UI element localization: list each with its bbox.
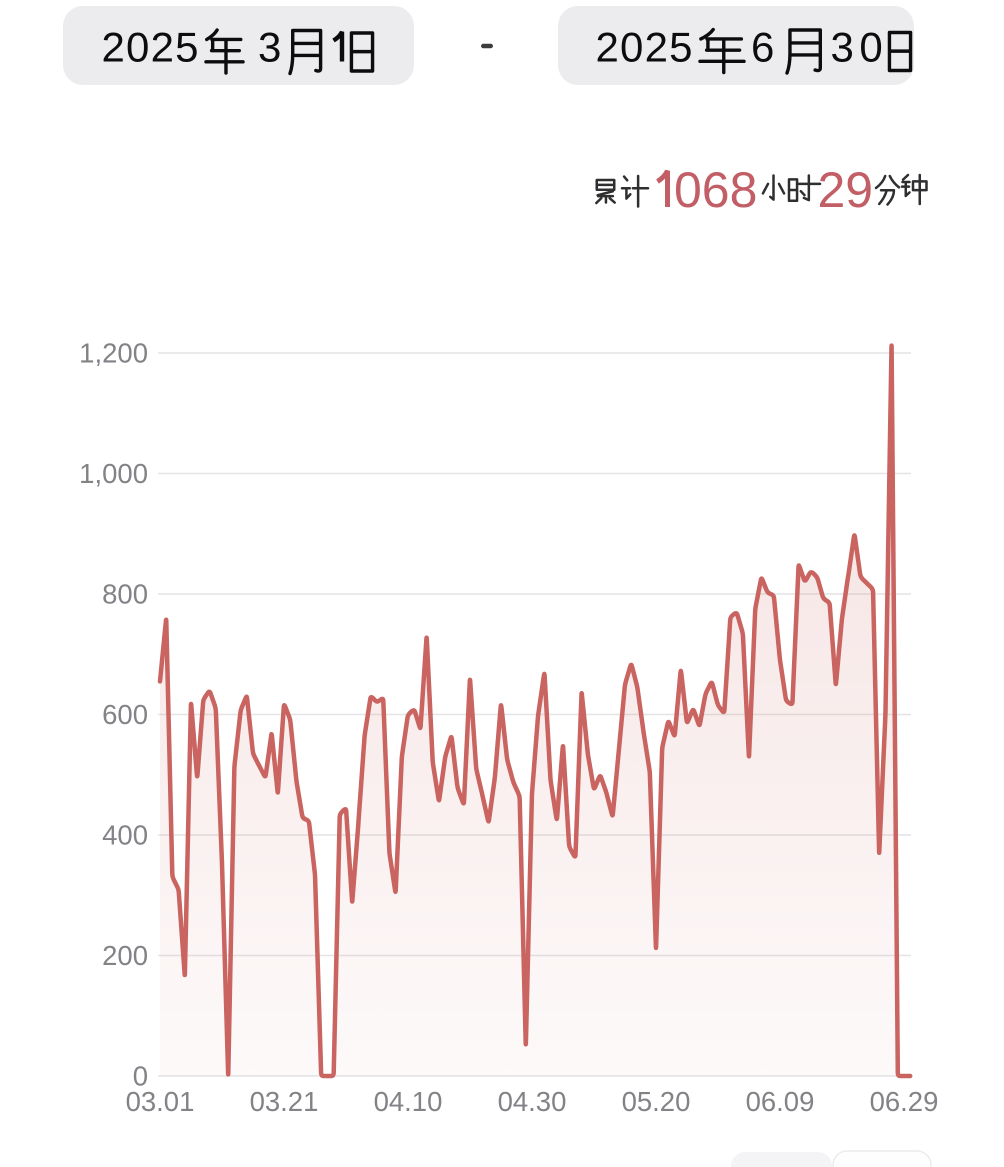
svg-text:30: 30 [831,24,889,71]
svg-text:06.09: 06.09 [746,1086,815,1117]
svg-text:3: 3 [258,24,283,71]
svg-text:6: 6 [751,24,776,71]
svg-text:1,200: 1,200 [79,338,148,369]
svg-text:04.30: 04.30 [498,1086,567,1117]
svg-text:1,000: 1,000 [79,458,148,489]
svg-text:600: 600 [102,699,148,730]
svg-text:03.01: 03.01 [126,1086,195,1117]
svg-text:29: 29 [818,162,874,218]
svg-text:04.10: 04.10 [374,1086,443,1117]
svg-text:03.21: 03.21 [250,1086,319,1117]
svg-text:068: 068 [674,162,757,218]
svg-text:2025: 2025 [596,24,694,71]
svg-text:05.20: 05.20 [622,1086,691,1117]
svg-text:06.29: 06.29 [870,1086,939,1117]
svg-text:0: 0 [133,1061,148,1092]
svg-text:2025: 2025 [102,24,200,71]
svg-text:800: 800 [102,579,148,610]
svg-text:200: 200 [102,940,148,971]
svg-text:400: 400 [102,820,148,851]
